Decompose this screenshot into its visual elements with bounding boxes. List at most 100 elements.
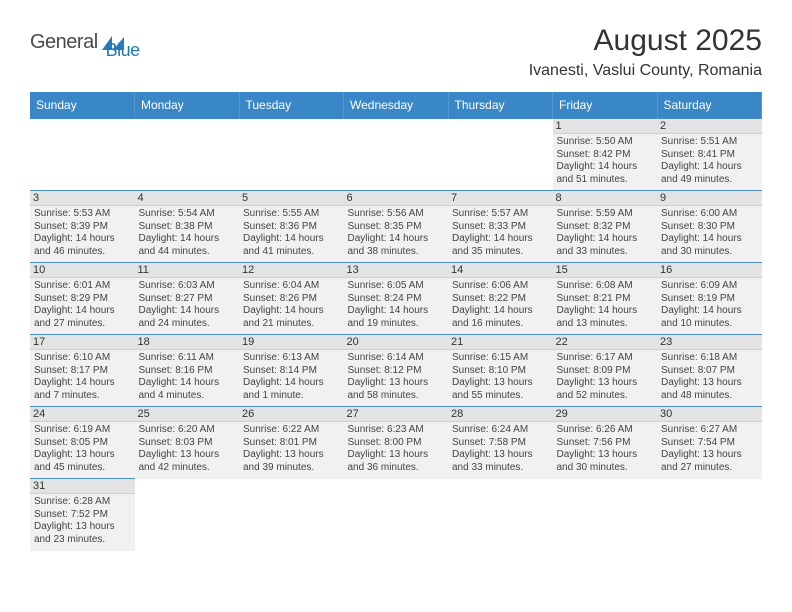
day-cell: 8Sunrise: 5:59 AMSunset: 8:32 PMDaylight… xyxy=(553,191,658,263)
sunset-line: Sunset: 8:21 PM xyxy=(557,293,654,306)
daylight-line: Daylight: 13 hours xyxy=(557,449,654,462)
dayname-friday: Friday xyxy=(553,92,658,119)
week-row: 3Sunrise: 5:53 AMSunset: 8:39 PMDaylight… xyxy=(30,191,762,263)
day-cell: 24Sunrise: 6:19 AMSunset: 8:05 PMDayligh… xyxy=(30,407,135,479)
daylight-line: Daylight: 14 hours xyxy=(34,305,131,318)
daylight-line: Daylight: 14 hours xyxy=(243,305,340,318)
daylight-line: and 27 minutes. xyxy=(661,462,758,475)
day-cell: 23Sunrise: 6:18 AMSunset: 8:07 PMDayligh… xyxy=(657,335,762,407)
day-number: 21 xyxy=(448,335,553,350)
dayname-tuesday: Tuesday xyxy=(239,92,344,119)
sunrise-line: Sunrise: 5:55 AM xyxy=(243,208,340,221)
day-cell: 13Sunrise: 6:05 AMSunset: 8:24 PMDayligh… xyxy=(344,263,449,335)
daylight-line: Daylight: 14 hours xyxy=(34,377,131,390)
day-number: 19 xyxy=(239,335,344,350)
calendar-head: SundayMondayTuesdayWednesdayThursdayFrid… xyxy=(30,92,762,119)
day-number: 30 xyxy=(657,407,762,422)
daylight-line: Daylight: 13 hours xyxy=(452,449,549,462)
empty-cell xyxy=(135,119,240,191)
day-number: 12 xyxy=(239,263,344,278)
sunset-line: Sunset: 8:38 PM xyxy=(139,221,236,234)
day-cell: 1Sunrise: 5:50 AMSunset: 8:42 PMDaylight… xyxy=(553,119,658,191)
sunset-line: Sunset: 8:00 PM xyxy=(348,437,445,450)
sunrise-line: Sunrise: 6:22 AM xyxy=(243,424,340,437)
daylight-line: Daylight: 14 hours xyxy=(452,233,549,246)
daylight-line: Daylight: 13 hours xyxy=(661,449,758,462)
sunrise-line: Sunrise: 6:14 AM xyxy=(348,352,445,365)
sunrise-line: Sunrise: 6:24 AM xyxy=(452,424,549,437)
sunrise-line: Sunrise: 6:04 AM xyxy=(243,280,340,293)
sunset-line: Sunset: 7:52 PM xyxy=(34,509,131,522)
sunset-line: Sunset: 8:22 PM xyxy=(452,293,549,306)
empty-cell xyxy=(135,479,240,551)
sunset-line: Sunset: 8:26 PM xyxy=(243,293,340,306)
daylight-line: Daylight: 13 hours xyxy=(348,449,445,462)
location: Ivanesti, Vaslui County, Romania xyxy=(529,62,762,80)
day-cell: 26Sunrise: 6:22 AMSunset: 8:01 PMDayligh… xyxy=(239,407,344,479)
daylight-line: and 1 minute. xyxy=(243,390,340,403)
day-cell: 29Sunrise: 6:26 AMSunset: 7:56 PMDayligh… xyxy=(553,407,658,479)
daylight-line: and 48 minutes. xyxy=(661,390,758,403)
daylight-line: and 55 minutes. xyxy=(452,390,549,403)
dayname-thursday: Thursday xyxy=(448,92,553,119)
sunrise-line: Sunrise: 6:15 AM xyxy=(452,352,549,365)
day-cell: 21Sunrise: 6:15 AMSunset: 8:10 PMDayligh… xyxy=(448,335,553,407)
week-row: 17Sunrise: 6:10 AMSunset: 8:17 PMDayligh… xyxy=(30,335,762,407)
day-number: 2 xyxy=(657,119,762,134)
sunset-line: Sunset: 8:27 PM xyxy=(139,293,236,306)
sunrise-line: Sunrise: 6:13 AM xyxy=(243,352,340,365)
day-cell: 4Sunrise: 5:54 AMSunset: 8:38 PMDaylight… xyxy=(135,191,240,263)
week-row: 1Sunrise: 5:50 AMSunset: 8:42 PMDaylight… xyxy=(30,119,762,191)
empty-cell xyxy=(553,479,658,551)
day-number: 24 xyxy=(30,407,135,422)
empty-cell xyxy=(657,479,762,551)
sunset-line: Sunset: 7:56 PM xyxy=(557,437,654,450)
day-number: 28 xyxy=(448,407,553,422)
sunset-line: Sunset: 8:41 PM xyxy=(661,149,758,162)
daylight-line: and 39 minutes. xyxy=(243,462,340,475)
daylight-line: and 58 minutes. xyxy=(348,390,445,403)
logo: General Blue xyxy=(30,24,140,61)
daylight-line: Daylight: 14 hours xyxy=(34,233,131,246)
sunrise-line: Sunrise: 6:27 AM xyxy=(661,424,758,437)
daylight-line: and 41 minutes. xyxy=(243,246,340,259)
day-number: 14 xyxy=(448,263,553,278)
day-number: 18 xyxy=(135,335,240,350)
day-cell: 19Sunrise: 6:13 AMSunset: 8:14 PMDayligh… xyxy=(239,335,344,407)
sunrise-line: Sunrise: 6:17 AM xyxy=(557,352,654,365)
week-row: 24Sunrise: 6:19 AMSunset: 8:05 PMDayligh… xyxy=(30,407,762,479)
dayname-saturday: Saturday xyxy=(657,92,762,119)
daylight-line: and 10 minutes. xyxy=(661,318,758,331)
daylight-line: Daylight: 14 hours xyxy=(452,305,549,318)
sunrise-line: Sunrise: 6:05 AM xyxy=(348,280,445,293)
daylight-line: and 52 minutes. xyxy=(557,390,654,403)
sunrise-line: Sunrise: 6:01 AM xyxy=(34,280,131,293)
day-number: 23 xyxy=(657,335,762,350)
sunrise-line: Sunrise: 6:11 AM xyxy=(139,352,236,365)
day-number: 4 xyxy=(135,191,240,206)
day-cell: 14Sunrise: 6:06 AMSunset: 8:22 PMDayligh… xyxy=(448,263,553,335)
daylight-line: and 33 minutes. xyxy=(452,462,549,475)
daylight-line: and 46 minutes. xyxy=(34,246,131,259)
daylight-line: Daylight: 13 hours xyxy=(557,377,654,390)
sunrise-line: Sunrise: 6:23 AM xyxy=(348,424,445,437)
daylight-line: Daylight: 13 hours xyxy=(139,449,236,462)
empty-cell xyxy=(239,119,344,191)
sunset-line: Sunset: 8:24 PM xyxy=(348,293,445,306)
day-number: 1 xyxy=(553,119,658,134)
sunset-line: Sunset: 8:16 PM xyxy=(139,365,236,378)
daylight-line: Daylight: 13 hours xyxy=(348,377,445,390)
sunrise-line: Sunrise: 5:54 AM xyxy=(139,208,236,221)
sunrise-line: Sunrise: 6:10 AM xyxy=(34,352,131,365)
daylight-line: and 30 minutes. xyxy=(557,462,654,475)
daylight-line: Daylight: 13 hours xyxy=(243,449,340,462)
daylight-line: Daylight: 14 hours xyxy=(139,377,236,390)
daylight-line: Daylight: 14 hours xyxy=(348,233,445,246)
day-cell: 15Sunrise: 6:08 AMSunset: 8:21 PMDayligh… xyxy=(553,263,658,335)
sunrise-line: Sunrise: 5:56 AM xyxy=(348,208,445,221)
day-number: 13 xyxy=(344,263,449,278)
sunset-line: Sunset: 8:17 PM xyxy=(34,365,131,378)
sunset-line: Sunset: 7:54 PM xyxy=(661,437,758,450)
daylight-line: and 35 minutes. xyxy=(452,246,549,259)
day-cell: 10Sunrise: 6:01 AMSunset: 8:29 PMDayligh… xyxy=(30,263,135,335)
